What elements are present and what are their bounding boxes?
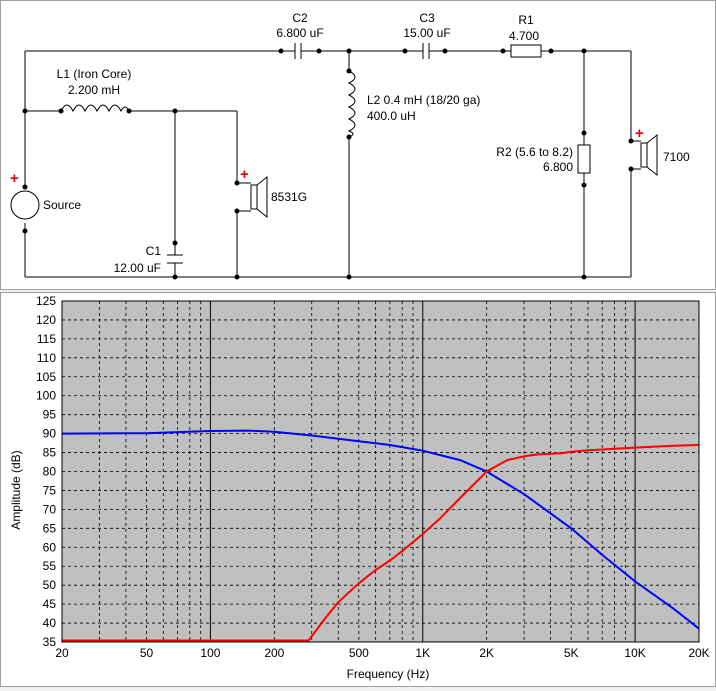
y-tick-label: 90 (43, 427, 57, 441)
y-tick-label: 60 (43, 540, 57, 554)
y-tick-label: 120 (36, 313, 56, 327)
x-axis-ticks: 20 50 100 200 500 1K 2K 5K 10K 20K (55, 646, 709, 660)
series-line-2 (62, 444, 700, 642)
y-tick-label: 75 (43, 483, 57, 497)
tweeter-label: 7100 (663, 150, 690, 164)
x-tick-label: 20 (55, 646, 69, 660)
y-tick-label: 65 (43, 521, 57, 535)
x-tick-label: 100 (200, 646, 220, 660)
y-tick-label: 85 (43, 446, 57, 460)
x-tick-label: 50 (140, 646, 154, 660)
c1-value-label: 12.00 uF (114, 261, 161, 275)
tweeter-speaker-symbol (631, 133, 658, 177)
y-tick-label: 35 (43, 635, 57, 649)
resistor-r1-symbol (510, 44, 542, 58)
inductor-l1-symbol (60, 104, 130, 113)
woofer-label: 8531G (271, 190, 307, 204)
r2-name-label: R2 (5.6 to 8.2) (496, 145, 573, 159)
woofer-speaker-symbol (237, 175, 268, 219)
l1-value-label: 2.200 mH (68, 83, 120, 97)
x-axis-label: Frequency (Hz) (347, 667, 430, 681)
l2-name-label: L2 0.4 mH (18/20 ga) (367, 93, 480, 107)
y-tick-label: 115 (37, 332, 56, 346)
x-tick-label: 5K (564, 646, 579, 660)
tweeter-polarity-mark: + (635, 125, 644, 142)
source-symbol (10, 190, 40, 220)
plot-frame (61, 300, 700, 643)
c2-name-label: C2 (292, 11, 308, 25)
l2-value-label: 400.0 uH (367, 109, 416, 123)
y-tick-label: 40 (43, 616, 57, 630)
l1-name-label: L1 (Iron Core) (57, 67, 132, 81)
x-tick-label: 500 (349, 646, 369, 660)
source-label: Source (43, 198, 81, 212)
c2-value-label: 6.800 uF (276, 26, 323, 40)
c3-name-label: C3 (419, 11, 435, 25)
y-tick-label: 95 (43, 408, 57, 422)
resistor-r2-symbol (577, 144, 591, 174)
y-tick-label: 105 (36, 370, 56, 384)
y-tick-label: 125 (36, 294, 56, 308)
r1-value-label: 4.700 (509, 29, 539, 43)
chart-canvas: 35 40 45 50 55 60 65 70 75 80 85 90 95 100 105 110 115 12… (9, 294, 710, 681)
capacitor-c3-symbol (419, 43, 433, 59)
woofer-polarity-mark: + (240, 166, 249, 183)
c3-value-label: 15.00 uF (403, 26, 450, 40)
inductor-l2-symbol (347, 70, 356, 138)
frequency-response-chart: 35 40 45 50 55 60 65 70 75 80 85 90 95 100 105 110 115 12… (0, 292, 716, 687)
y-tick-label: 50 (43, 578, 57, 592)
r1-name-label: R1 (518, 13, 534, 27)
y-tick-label: 55 (43, 559, 57, 573)
grid-lines (62, 300, 699, 643)
x-tick-label: 1K (415, 646, 430, 660)
y-tick-label: 100 (36, 389, 56, 403)
x-tick-label: 10K (624, 646, 645, 660)
y-tick-label: 70 (43, 502, 57, 516)
capacitor-c1-symbol (167, 254, 183, 264)
x-tick-label: 200 (264, 646, 284, 660)
y-tick-label: 80 (43, 465, 57, 479)
capacitor-c2-symbol (291, 43, 305, 59)
y-axis-ticks: 35 40 45 50 55 60 65 70 75 80 85 90 95 100 105 110 115 12… (36, 294, 56, 649)
x-tick-label: 20K (688, 646, 709, 660)
c1-name-label: C1 (146, 244, 162, 258)
source-polarity-mark: + (10, 170, 19, 187)
crossover-schematic: + + + C2 6.800 uF C3 15.00 uF R1 4.700 L… (0, 0, 716, 290)
junction-dots (22, 48, 634, 280)
series-line-1 (61, 429, 700, 630)
series-lines (61, 429, 700, 642)
y-tick-label: 110 (37, 351, 56, 365)
schematic-canvas: + + + C2 6.800 uF C3 15.00 uF R1 4.700 L… (10, 11, 690, 280)
x-tick-label: 2K (479, 646, 494, 660)
y-axis-label: Amplitude (dB) (9, 450, 23, 529)
r2-value-label: 6.800 (543, 160, 573, 174)
y-tick-label: 45 (43, 597, 57, 611)
